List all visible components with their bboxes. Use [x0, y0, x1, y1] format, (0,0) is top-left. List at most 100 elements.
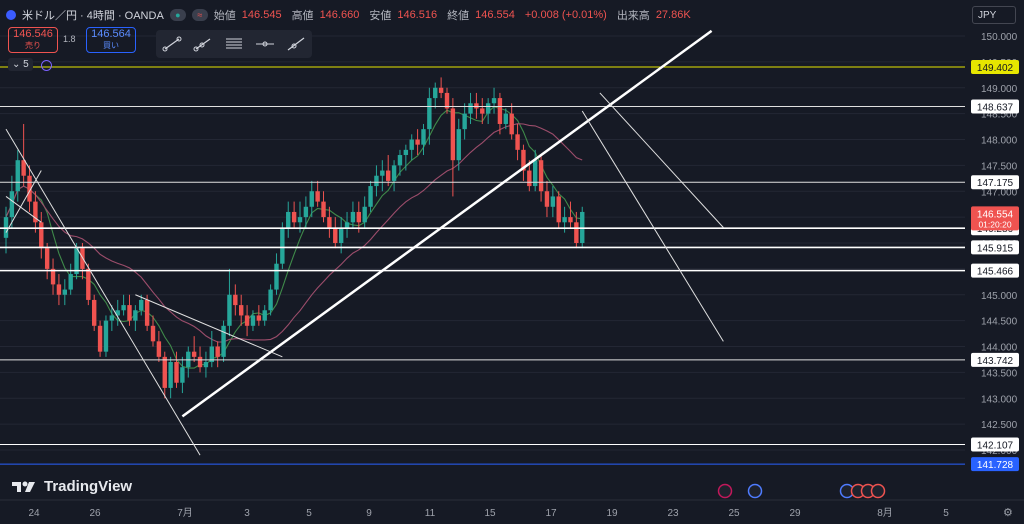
indicator-settings-icon[interactable]	[41, 60, 52, 71]
ma-long-line	[5, 123, 583, 343]
countdown-label: 01:20:20	[978, 219, 1011, 229]
price-tick-label: 143.500	[981, 368, 1018, 379]
candle-body	[239, 305, 244, 316]
symbol-title[interactable]: 米ドル／円 · 4時間 · OANDA	[22, 10, 164, 22]
candle-body	[9, 191, 15, 218]
candle-body	[309, 191, 314, 207]
level-tag-bg	[971, 240, 1019, 255]
candle-body	[144, 299, 150, 326]
candle-body	[274, 263, 279, 290]
candle-body	[191, 351, 197, 357]
candle-body	[550, 196, 556, 207]
open-value: 146.545	[241, 9, 282, 21]
candle-body	[503, 113, 508, 124]
logo-text: TradingView	[44, 478, 133, 495]
low-label: 安値	[369, 10, 392, 22]
candle-body	[174, 362, 179, 383]
indicator-count: 5	[23, 59, 29, 70]
candle-body	[115, 310, 120, 316]
candle-body	[438, 87, 444, 93]
candle-body	[362, 206, 367, 223]
currency-selector[interactable]: JPY	[972, 6, 1016, 24]
trendline-cross-1	[5, 170, 42, 233]
candle-body	[433, 87, 438, 99]
candle-body	[344, 222, 350, 228]
candle-body	[15, 160, 20, 192]
price-tick-label: 144.500	[981, 317, 1018, 328]
chart-grid	[0, 35, 965, 451]
current-price-tag	[971, 206, 1019, 231]
candle-body	[474, 103, 479, 109]
flag-icon	[6, 10, 16, 20]
trendline-down-channel-upper	[599, 92, 724, 228]
candle-body	[468, 103, 473, 114]
time-tick-label: 29	[789, 508, 801, 519]
parallel-channel-icon[interactable]	[224, 36, 244, 52]
ray-tool-icon[interactable]	[193, 36, 213, 52]
candle-body	[415, 139, 420, 145]
time-tick-label: 9	[366, 508, 372, 519]
eye-icon[interactable]: ●	[169, 9, 186, 21]
candle-body	[297, 217, 303, 223]
candle-body	[338, 227, 344, 243]
candle-body	[315, 191, 320, 202]
price-tick-label: 149.000	[981, 84, 1018, 95]
candle-body	[180, 367, 185, 383]
candle-body	[556, 196, 561, 223]
candle-body	[368, 186, 373, 207]
horizontal-line-icon[interactable]	[255, 36, 275, 52]
candle-body	[350, 211, 356, 223]
price-tick-label: 145.000	[981, 291, 1018, 302]
level-tag-label: 145.466	[977, 267, 1014, 278]
candle-body	[280, 227, 285, 264]
candle-body	[68, 274, 73, 290]
candle-body	[62, 289, 67, 295]
level-tag-label: 149.402	[977, 63, 1014, 74]
time-tick-label: 19	[606, 508, 618, 519]
candle-body	[250, 315, 256, 326]
candle-body	[74, 248, 79, 275]
candle-body	[397, 155, 403, 166]
candle-body	[321, 201, 326, 218]
time-tick-label: 25	[728, 508, 740, 519]
trendline-tool-icon[interactable]	[162, 36, 182, 52]
candle-body	[485, 103, 491, 114]
candle-body	[562, 217, 567, 223]
volume-value: 27.86K	[655, 9, 691, 21]
close-label: 終値	[447, 10, 470, 22]
approx-icon[interactable]: ≈	[191, 9, 208, 21]
candle-body	[386, 170, 391, 181]
indicator-toggle[interactable]: ⌄ 5	[8, 58, 33, 71]
extended-line-icon[interactable]	[286, 36, 306, 52]
sell-button[interactable]: 146.546 売り	[8, 27, 58, 53]
settings-gear-icon[interactable]: ⚙	[1003, 507, 1013, 519]
trendlines	[5, 29, 724, 456]
candle-body	[427, 98, 432, 130]
level-tag-bg	[971, 263, 1019, 278]
level-tag-label: 141.728	[977, 460, 1014, 471]
candle-body	[227, 294, 232, 326]
time-tick-label: 17	[545, 508, 557, 519]
price-tick-label: 147.500	[981, 161, 1018, 172]
candle-body	[56, 284, 62, 295]
level-tag-label: 147.175	[977, 178, 1014, 189]
candle-body	[515, 134, 520, 150]
high-value: 146.660	[319, 9, 360, 21]
time-tick-label: 11	[425, 508, 436, 519]
ma-short-line	[5, 106, 583, 369]
level-tag-bg	[971, 99, 1019, 114]
candle-body	[409, 139, 414, 150]
buy-button[interactable]: 146.564 買い	[86, 27, 136, 53]
candle-body	[538, 160, 544, 192]
time-tick-label: 15	[484, 508, 496, 519]
time-tick-label: 5	[306, 508, 312, 519]
candle-body	[139, 299, 144, 311]
candle-body	[244, 315, 250, 326]
candle-body	[215, 346, 220, 357]
candle-body	[421, 129, 426, 145]
candle-body	[27, 175, 32, 202]
candle-body	[203, 362, 209, 368]
change-value: +0.008 (+0.01%)	[524, 9, 607, 21]
candle-body	[333, 227, 338, 243]
